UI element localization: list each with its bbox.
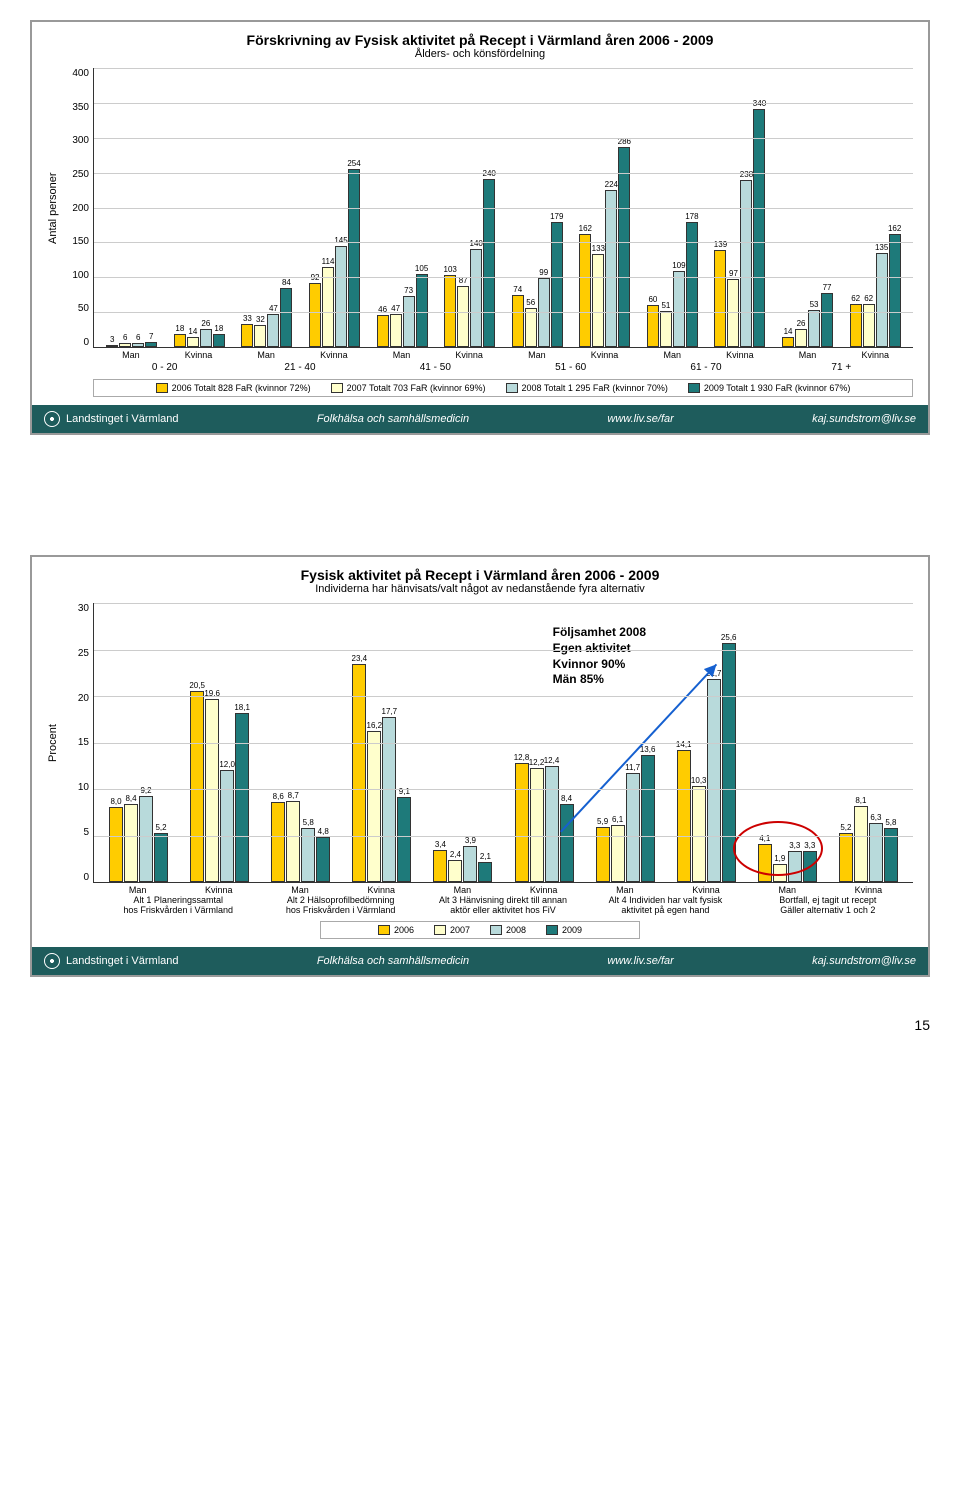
- chart1-yaxis: 400350300250200150100500: [63, 68, 93, 348]
- page-number: 15: [30, 1017, 930, 1033]
- footer-link-2: www.liv.se/far: [607, 955, 673, 967]
- chart2-yaxis: 302520151050: [63, 603, 93, 883]
- chart2-card: Fysisk aktivitet på Recept i Värmland år…: [30, 555, 930, 977]
- footer-org-text: Landstinget i Värmland: [66, 413, 179, 425]
- footer-email-2: kaj.sundstrom@liv.se: [812, 955, 916, 967]
- chart1-footer: Landstinget i Värmland Folkhälsa och sam…: [32, 405, 928, 433]
- footer-org: Landstinget i Värmland: [44, 411, 179, 427]
- chart1-sex-labels: ManKvinnaManKvinnaManKvinnaManKvinnaManK…: [93, 348, 913, 360]
- footer-org-text-2: Landstinget i Värmland: [66, 955, 179, 967]
- footer-center: Folkhälsa och samhällsmedicin: [317, 413, 469, 425]
- chart2-plot-wrap: Procent 302520151050 8,08,49,25,220,519,…: [47, 603, 913, 883]
- chart1-age-labels: 0 - 2021 - 4041 - 5051 - 6061 - 7071 +: [93, 360, 913, 373]
- logo-icon-2: [44, 953, 60, 969]
- chart2-sex-labels: ManKvinnaManKvinnaManKvinnaManKvinnaManK…: [93, 883, 913, 895]
- chart2-alt-labels-2: hos Friskvården i Värmlandhos Friskvårde…: [93, 905, 913, 915]
- chart2-footer: Landstinget i Värmland Folkhälsa och sam…: [32, 947, 928, 975]
- chart1-title: Förskrivning av Fysisk aktivitet på Rece…: [47, 32, 913, 48]
- footer-org-2: Landstinget i Värmland: [44, 953, 179, 969]
- chart1-plot: 3667181426183332478492114145254464773105…: [93, 68, 913, 348]
- chart1-plot-wrap: Antal personer 400350300250200150100500 …: [47, 68, 913, 348]
- footer-center-2: Folkhälsa och samhällsmedicin: [317, 955, 469, 967]
- chart2-subtitle: Individerna har hänvisats/valt något av …: [47, 583, 913, 595]
- chart2-annotation: Följsamhet 2008Egen aktivitetKvinnor 90%…: [553, 625, 646, 687]
- logo-icon: [44, 411, 60, 427]
- chart2-plot: 8,08,49,25,220,519,612,018,18,68,75,84,8…: [93, 603, 913, 883]
- chart1-card: Förskrivning av Fysisk aktivitet på Rece…: [30, 20, 930, 435]
- chart2-legend: 2006200720082009: [320, 921, 640, 939]
- chart2-alt-labels-1: Alt 1 PlaneringssamtalAlt 2 Hälsoprofilb…: [93, 895, 913, 905]
- chart2-ylabel: Procent: [47, 603, 63, 883]
- chart1-ylabel: Antal personer: [47, 68, 63, 348]
- chart1-subtitle: Ålders- och könsfördelning: [47, 48, 913, 60]
- footer-email: kaj.sundstrom@liv.se: [812, 413, 916, 425]
- chart1-legend: 2006 Totalt 828 FaR (kvinnor 72%)2007 To…: [93, 379, 913, 397]
- chart2-title: Fysisk aktivitet på Recept i Värmland år…: [187, 567, 773, 583]
- footer-link: www.liv.se/far: [607, 413, 673, 425]
